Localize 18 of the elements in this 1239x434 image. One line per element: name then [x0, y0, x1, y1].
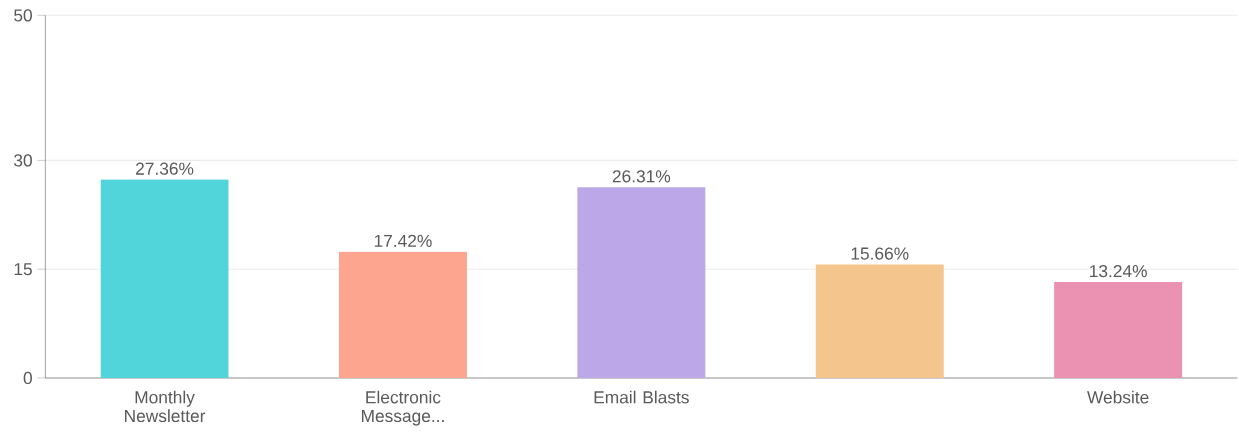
bar	[577, 187, 706, 378]
y-tick-label: 30	[14, 154, 32, 167]
bar	[1054, 281, 1183, 378]
bar	[815, 264, 944, 378]
data-label: 13.24%	[1090, 264, 1147, 278]
bar	[338, 251, 467, 378]
y-tick-label: 50	[14, 9, 32, 22]
bar	[100, 179, 229, 378]
x-tick-label: Monthly Newsletter	[125, 390, 206, 423]
x-tick-label: Website	[1087, 390, 1149, 404]
data-label: 17.42%	[374, 234, 432, 247]
data-label: 27.36%	[136, 162, 194, 175]
data-label: 26.31%	[612, 170, 671, 183]
y-tick-label: 15	[14, 263, 32, 276]
data-label: 15.66%	[851, 247, 909, 260]
x-tick-label: Electronic Message...	[361, 390, 444, 426]
x-tick-label: Email Blasts	[594, 390, 689, 404]
y-tick-label: 0	[23, 371, 32, 385]
